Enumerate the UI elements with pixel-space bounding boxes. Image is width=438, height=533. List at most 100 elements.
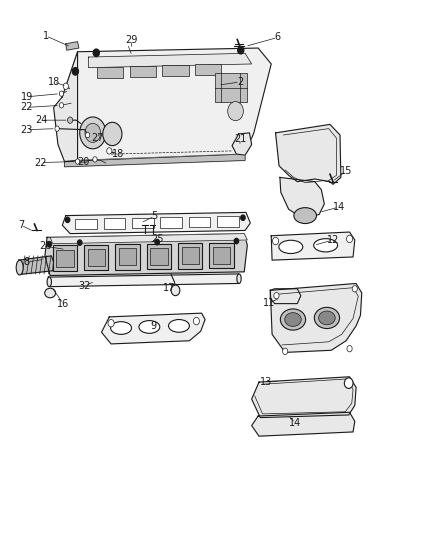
Bar (182, 247, 199, 264)
Bar (97, 67, 123, 78)
Ellipse shape (139, 320, 160, 333)
Text: 27: 27 (91, 133, 103, 143)
Circle shape (228, 102, 244, 120)
Circle shape (352, 286, 357, 292)
Circle shape (55, 126, 59, 131)
Text: 11: 11 (263, 297, 275, 308)
Ellipse shape (314, 308, 339, 328)
Circle shape (272, 237, 279, 245)
Circle shape (155, 239, 159, 245)
Text: 19: 19 (21, 92, 33, 102)
Text: 17: 17 (163, 282, 175, 293)
Bar (104, 218, 125, 229)
Text: 13: 13 (260, 377, 272, 387)
Text: 15: 15 (340, 166, 352, 176)
Circle shape (93, 157, 97, 162)
Circle shape (274, 293, 279, 299)
Bar (160, 217, 182, 228)
Text: 22: 22 (21, 102, 33, 112)
Polygon shape (62, 213, 251, 233)
Text: 22: 22 (34, 158, 47, 167)
Polygon shape (62, 48, 271, 160)
Bar (150, 248, 168, 265)
Circle shape (59, 103, 64, 108)
Polygon shape (45, 233, 247, 276)
Polygon shape (50, 233, 247, 244)
Polygon shape (64, 154, 245, 167)
Bar (188, 216, 210, 227)
Polygon shape (270, 284, 362, 352)
Circle shape (344, 378, 353, 389)
Text: 8: 8 (24, 257, 30, 267)
Polygon shape (88, 53, 252, 68)
Bar (75, 219, 97, 229)
Circle shape (193, 317, 199, 325)
Circle shape (80, 117, 106, 149)
Ellipse shape (285, 313, 301, 326)
Circle shape (346, 235, 353, 243)
Bar (130, 66, 156, 77)
Circle shape (59, 91, 64, 96)
Text: 7: 7 (18, 220, 24, 230)
Circle shape (241, 215, 245, 220)
Bar (84, 245, 109, 270)
Circle shape (107, 148, 112, 154)
Text: 6: 6 (275, 33, 281, 43)
Circle shape (85, 123, 101, 142)
Circle shape (75, 159, 80, 164)
Bar (178, 243, 202, 269)
Text: 2: 2 (237, 77, 243, 87)
Bar (217, 216, 239, 227)
Bar (88, 249, 105, 266)
Polygon shape (66, 42, 79, 50)
Text: 9: 9 (151, 321, 157, 332)
Text: 21: 21 (235, 134, 247, 144)
Polygon shape (232, 133, 252, 155)
Circle shape (67, 117, 73, 123)
Polygon shape (48, 274, 240, 287)
Text: 5: 5 (152, 211, 158, 221)
Circle shape (103, 122, 122, 146)
Text: 1: 1 (43, 31, 49, 41)
Text: 24: 24 (35, 115, 48, 125)
Bar (162, 65, 188, 76)
Bar (116, 244, 140, 270)
Ellipse shape (279, 240, 303, 254)
Text: 32: 32 (79, 280, 91, 290)
Circle shape (347, 345, 352, 352)
Circle shape (238, 46, 244, 54)
Polygon shape (252, 377, 356, 418)
Ellipse shape (45, 288, 56, 298)
Text: 14: 14 (289, 418, 301, 428)
Text: 14: 14 (332, 202, 345, 212)
Polygon shape (53, 52, 78, 161)
Polygon shape (252, 413, 355, 436)
Bar (195, 64, 221, 75)
Text: 12: 12 (327, 235, 339, 245)
Ellipse shape (280, 309, 306, 330)
Bar (209, 243, 234, 268)
Circle shape (93, 49, 99, 56)
Ellipse shape (237, 274, 241, 284)
Ellipse shape (111, 321, 131, 334)
Text: 18: 18 (112, 149, 124, 159)
Bar (132, 217, 154, 228)
Bar (215, 73, 247, 102)
Bar (56, 249, 74, 266)
Circle shape (283, 348, 288, 354)
Circle shape (85, 132, 90, 138)
Circle shape (47, 241, 51, 247)
Text: 18: 18 (47, 77, 60, 87)
Circle shape (171, 285, 180, 296)
Ellipse shape (319, 311, 335, 325)
Bar (213, 247, 230, 264)
Bar (53, 245, 77, 271)
Circle shape (108, 319, 114, 327)
Ellipse shape (294, 208, 317, 223)
Text: 16: 16 (57, 298, 69, 309)
Ellipse shape (16, 260, 23, 275)
Text: 29: 29 (125, 35, 137, 45)
Circle shape (78, 240, 82, 245)
Polygon shape (271, 232, 355, 260)
Polygon shape (270, 289, 301, 304)
